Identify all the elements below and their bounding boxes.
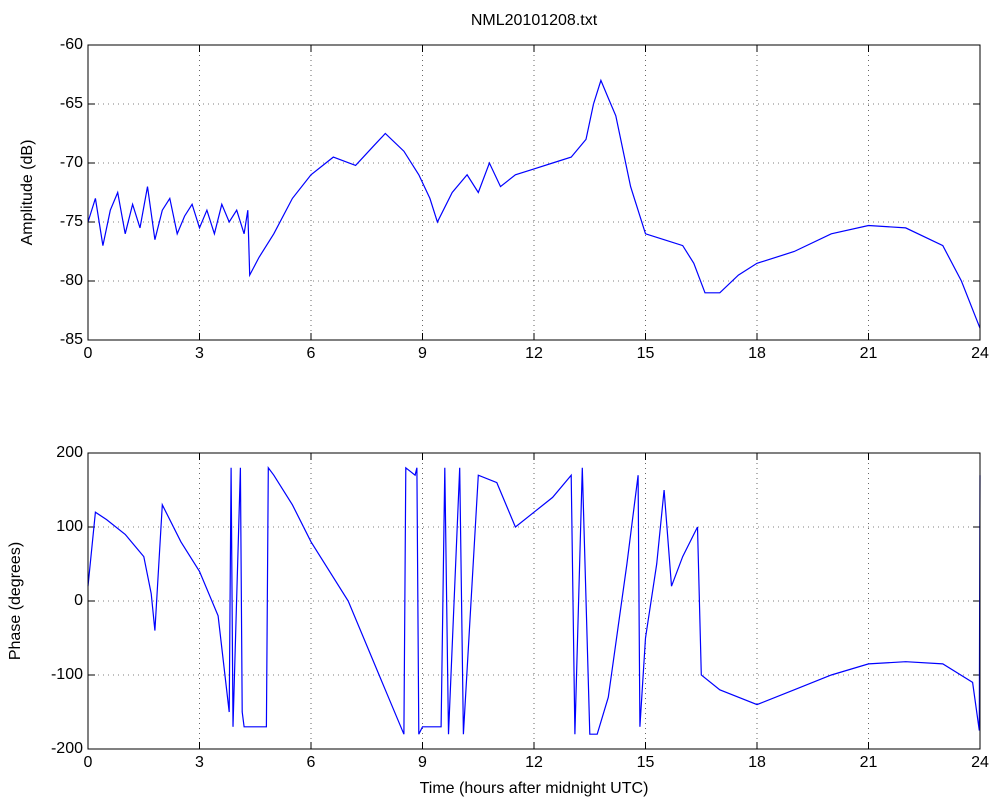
- x-tick-label: 18: [748, 345, 766, 362]
- data-line: [87, 78, 981, 329]
- x-tick-label: 15: [637, 345, 655, 362]
- x-tick-label: 24: [971, 754, 989, 771]
- x-tick-label: 18: [748, 754, 766, 771]
- x-tick-label: 12: [525, 754, 543, 771]
- x-tick-label: 24: [971, 345, 989, 362]
- x-tick-label: 15: [637, 754, 655, 771]
- x-tick-label: 9: [418, 345, 427, 362]
- x-tick-label: 9: [418, 754, 427, 771]
- y-tick-label: -75: [60, 213, 83, 230]
- x-tick-label: 3: [195, 754, 204, 771]
- x-tick-label: 21: [860, 754, 878, 771]
- y-tick-label: -80: [60, 272, 83, 289]
- y-tick-label: -200: [51, 740, 83, 757]
- y-tick-label: -65: [60, 95, 83, 112]
- y-tick-label: 100: [56, 518, 83, 535]
- axes-box: [87, 452, 981, 750]
- x-tick-label: 0: [84, 754, 93, 771]
- chart-title: NML20101208.txt: [471, 12, 598, 29]
- data-line: [87, 466, 981, 735]
- x-tick-label: 6: [307, 754, 316, 771]
- x-tick-label: 6: [307, 345, 316, 362]
- y-tick-label: -85: [60, 331, 83, 348]
- y-tick-label: 0: [74, 592, 83, 609]
- y-tick-label: 200: [56, 444, 83, 461]
- y-tick-label: -100: [51, 666, 83, 683]
- y-tick-label: -70: [60, 154, 83, 171]
- axes-box: [87, 44, 981, 341]
- y-axis-label: Amplitude (dB): [19, 140, 36, 246]
- x-tick-label: 12: [525, 345, 543, 362]
- x-tick-label: 3: [195, 345, 204, 362]
- x-tick-label: 21: [860, 345, 878, 362]
- x-axis-label: Time (hours after midnight UTC): [420, 780, 649, 797]
- x-tick-label: 0: [84, 345, 93, 362]
- y-axis-label: Phase (degrees): [7, 542, 24, 660]
- y-tick-label: -60: [60, 36, 83, 53]
